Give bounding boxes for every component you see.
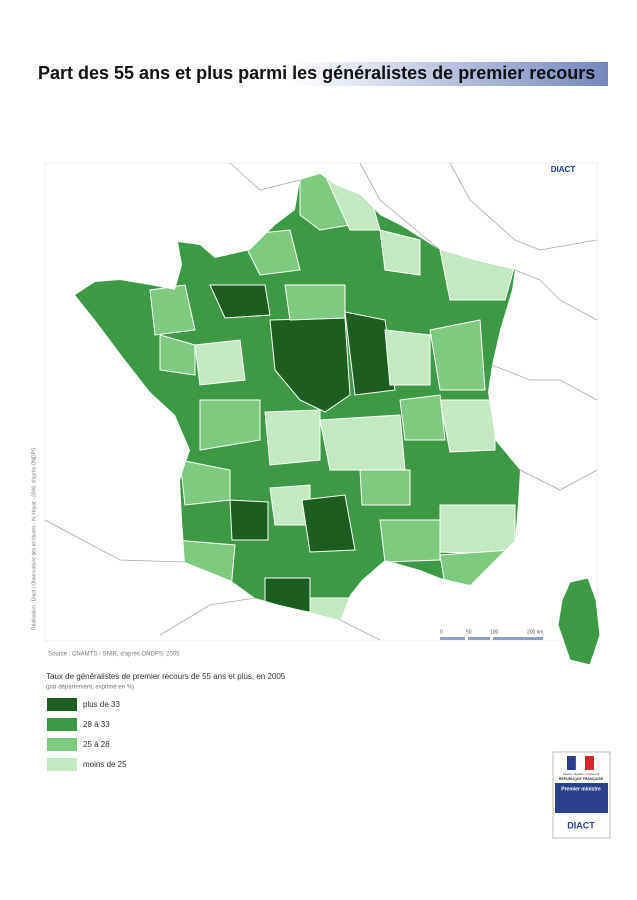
department [301,494,356,553]
department [319,414,406,471]
legend-swatch [47,758,77,771]
department [379,519,441,563]
department [209,284,271,319]
logo-name: DIACT [567,820,595,830]
department [344,311,396,396]
department [159,334,196,376]
department [439,504,516,556]
department [199,399,261,451]
title: Part des 55 ans et plus parmi les généra… [38,63,595,83]
department [359,469,411,506]
republic: RÉPUBLIQUE FRANÇAISE [559,776,604,781]
legend-subtitle: (par département, exprimé en %) [46,685,134,691]
logo: Liberté • Égalité • Fraternité RÉPUBLIQU… [552,751,611,839]
department [264,409,321,466]
legend-title: Taux de généralistes de premier recours … [46,672,286,681]
scale-segment [468,637,490,640]
credit: Réalisation : Diact | Observatoire des t… [31,447,37,630]
neighbors [44,162,598,641]
brand: DIACT [551,165,576,174]
source: Source : CNAMTS - SNIR, d'après ONDPS, 2… [48,652,180,658]
scale-label: 200 km [527,629,543,635]
legend-label: moins de 25 [83,760,127,769]
scale-segment [440,637,465,640]
scale-label: 0 [440,629,443,635]
flag-red [585,756,594,770]
office: Premier ministre [561,786,601,792]
department [439,399,496,453]
department [194,339,246,386]
department [229,499,269,541]
scale-segment [493,637,543,640]
legend-swatch [47,698,77,711]
scale-bar: 0 50 100 200 km [440,629,543,640]
logo-band [555,783,608,813]
corsica [557,577,601,666]
department [429,319,486,391]
motto: Liberté • Égalité • Fraternité [563,771,600,776]
legend-swatch [47,718,77,731]
department [399,394,446,441]
flag-white [575,755,586,771]
legend: plus de 33 28 à 33 25 à 28 moins de 25 [47,698,127,771]
legend-swatch [47,738,77,751]
department [384,329,431,386]
legend-label: 25 à 28 [83,740,110,749]
scale-label: 100 [490,629,499,635]
legend-label: plus de 33 [83,700,120,709]
department [379,229,421,276]
department [284,284,346,321]
scale-label: 50 [466,629,472,635]
flag-blue [567,756,576,770]
title-bar [32,62,608,86]
legend-label: 28 à 33 [83,720,110,729]
